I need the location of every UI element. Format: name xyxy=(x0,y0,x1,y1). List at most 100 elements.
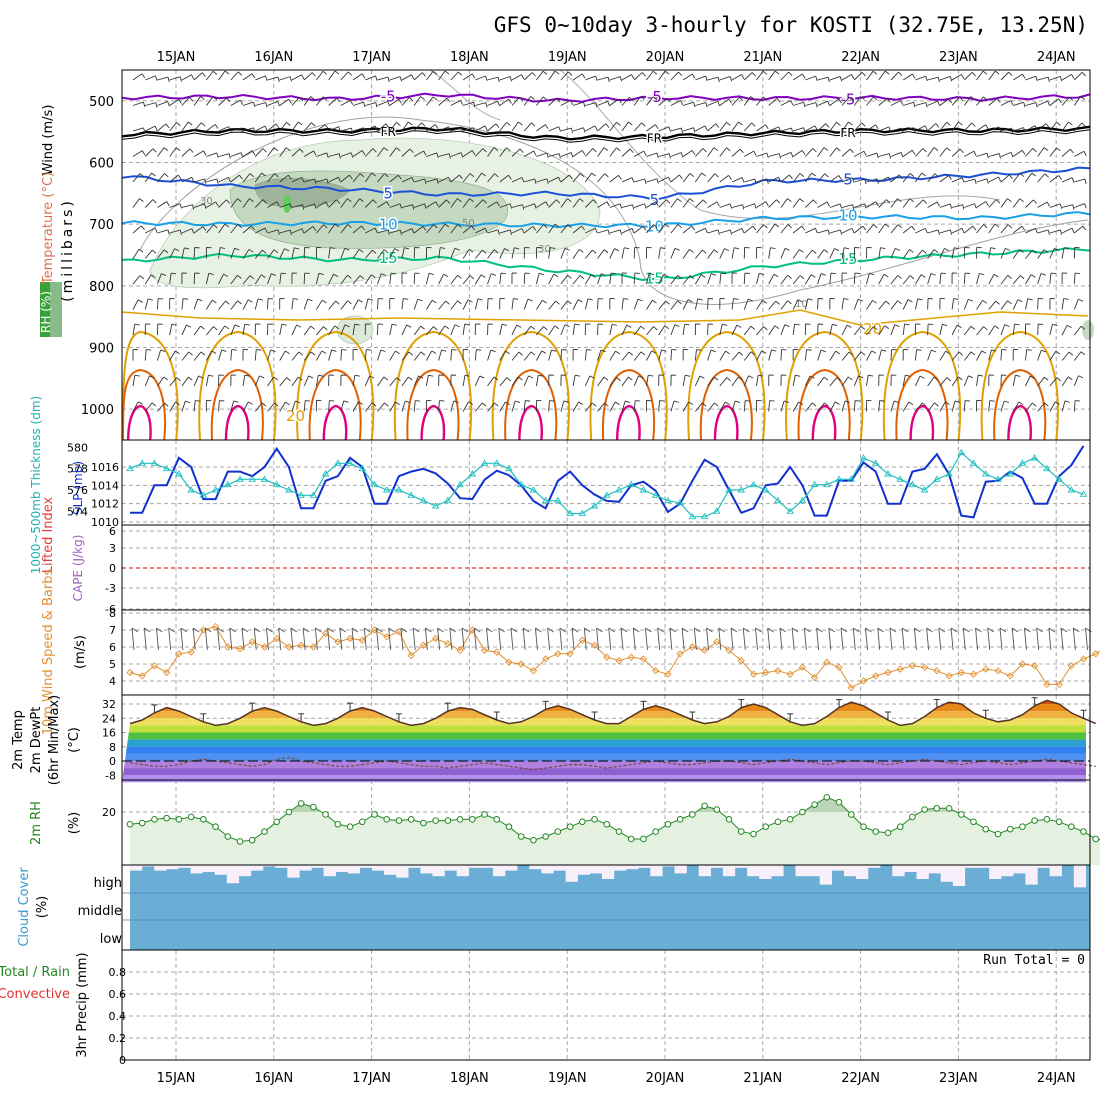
wind-barb-flag xyxy=(880,401,885,402)
wind-barb-flag xyxy=(1028,299,1033,300)
wind-barb-flag xyxy=(863,226,866,230)
wind-barb-flag xyxy=(714,148,718,151)
wind-barb-flag xyxy=(642,123,646,126)
wind-barb-flag xyxy=(496,124,499,128)
wind-barb-flag xyxy=(412,75,414,79)
wind-barb-flag xyxy=(225,326,229,329)
wind-barb-flag xyxy=(828,230,829,235)
wind-barb xyxy=(170,148,177,157)
wind-barb xyxy=(928,324,929,335)
wind-barb-flag xyxy=(421,97,425,100)
wind-barb-flag xyxy=(183,299,188,300)
wind-barb-flag xyxy=(510,77,511,82)
wind-barb-flag xyxy=(1073,205,1074,210)
wind-barb-flag xyxy=(445,71,449,74)
wind-barb xyxy=(732,178,742,182)
wind-barb-flag xyxy=(751,326,755,329)
rh-point xyxy=(738,829,744,835)
wind-barb-flag xyxy=(652,300,656,303)
isotherm-30-loop xyxy=(128,406,150,440)
panel-wind-frame xyxy=(122,610,1090,695)
wind-barb-flag xyxy=(1068,122,1072,125)
wind-barb xyxy=(928,350,932,360)
wind-barb xyxy=(182,352,189,361)
wind-barb xyxy=(683,226,692,233)
wind-barb xyxy=(243,402,248,412)
wind-barb-flag xyxy=(556,301,560,304)
rh-point xyxy=(506,824,512,830)
cloud-high-gap xyxy=(566,865,578,882)
wind-barb xyxy=(267,101,277,105)
cloud-high-gap xyxy=(420,865,432,873)
wind-barb xyxy=(634,204,644,208)
panel-slp-frame xyxy=(122,440,1090,525)
wind-barb-flag xyxy=(826,124,829,128)
wind-barb-flag xyxy=(881,350,886,351)
wind-barb xyxy=(133,151,142,157)
wind-barb xyxy=(524,352,531,361)
ylabel-lifted: Lifted Index xyxy=(41,496,56,573)
ylabel-wind: Wind (m/s) xyxy=(41,105,56,176)
wind-barb xyxy=(219,401,220,412)
wind-barb xyxy=(512,377,518,386)
wind-barb xyxy=(292,97,299,105)
wind-barb xyxy=(683,249,689,258)
wind-barb-flag xyxy=(885,326,889,329)
wind-barb xyxy=(841,628,843,650)
wind-barb-flag xyxy=(308,299,313,301)
cloud-high-gap xyxy=(989,865,1001,879)
wind-barb-flag xyxy=(177,378,181,381)
wind-barb-flag xyxy=(852,228,854,233)
ylabel-rh2m-unit: (%) xyxy=(67,812,82,835)
wind-barb-flag xyxy=(922,173,926,176)
rh-point xyxy=(885,830,891,836)
wind-barb-flag xyxy=(706,103,707,108)
wind-barb xyxy=(708,148,714,157)
wind-barb xyxy=(145,228,155,233)
wind-barb-flag xyxy=(531,326,535,329)
cloud-high-gap xyxy=(203,865,215,872)
wind-barb-flag xyxy=(260,376,265,378)
wind-barb-flag xyxy=(812,173,816,176)
wind-barb-flag xyxy=(1085,204,1087,209)
wind-barb-flag xyxy=(1085,179,1086,184)
pressure-tick: 600 xyxy=(89,157,114,172)
wind-barb-flag xyxy=(229,154,230,159)
wind-barb xyxy=(781,275,788,284)
wind-barb xyxy=(378,77,389,80)
wind-barb-flag xyxy=(190,149,193,153)
wind-barb xyxy=(1062,205,1073,208)
wind-barb xyxy=(659,350,662,361)
wind-barb xyxy=(524,376,528,386)
wind-barb-flag xyxy=(628,122,632,125)
ylabel-cloud-unit: (%) xyxy=(35,896,50,919)
wind-barb xyxy=(756,125,765,131)
wind-barb xyxy=(830,230,841,233)
wind-barb xyxy=(426,71,433,80)
wind-barb xyxy=(610,77,620,80)
wind-barb-flag xyxy=(409,352,413,355)
wind-barb xyxy=(329,350,332,361)
temp-band xyxy=(122,733,1086,740)
wind-barb xyxy=(1074,273,1075,284)
wind-barb xyxy=(830,99,839,105)
cloud-high-gap xyxy=(917,865,929,879)
wind-barb xyxy=(720,230,731,233)
wind-barb xyxy=(683,173,690,182)
wind-barb xyxy=(157,124,165,131)
wind-barb-flag xyxy=(880,248,885,249)
wind-barb-flag xyxy=(287,378,291,381)
wind-barb xyxy=(488,274,492,284)
wind-barb xyxy=(206,71,213,80)
wind-barb-flag xyxy=(376,103,377,108)
wind-barb-flag xyxy=(612,324,617,325)
wind-barb-flag xyxy=(212,300,216,303)
rh-tick: 20 xyxy=(102,806,116,819)
wind-barb xyxy=(720,175,729,182)
wind-tick: 4 xyxy=(109,675,116,688)
wind-barb-flag xyxy=(858,299,863,301)
wind-barb xyxy=(989,224,995,233)
wind-barb-flag xyxy=(1036,76,1038,81)
wind-barb-flag xyxy=(348,72,352,75)
wind-barb-flag xyxy=(666,200,669,204)
